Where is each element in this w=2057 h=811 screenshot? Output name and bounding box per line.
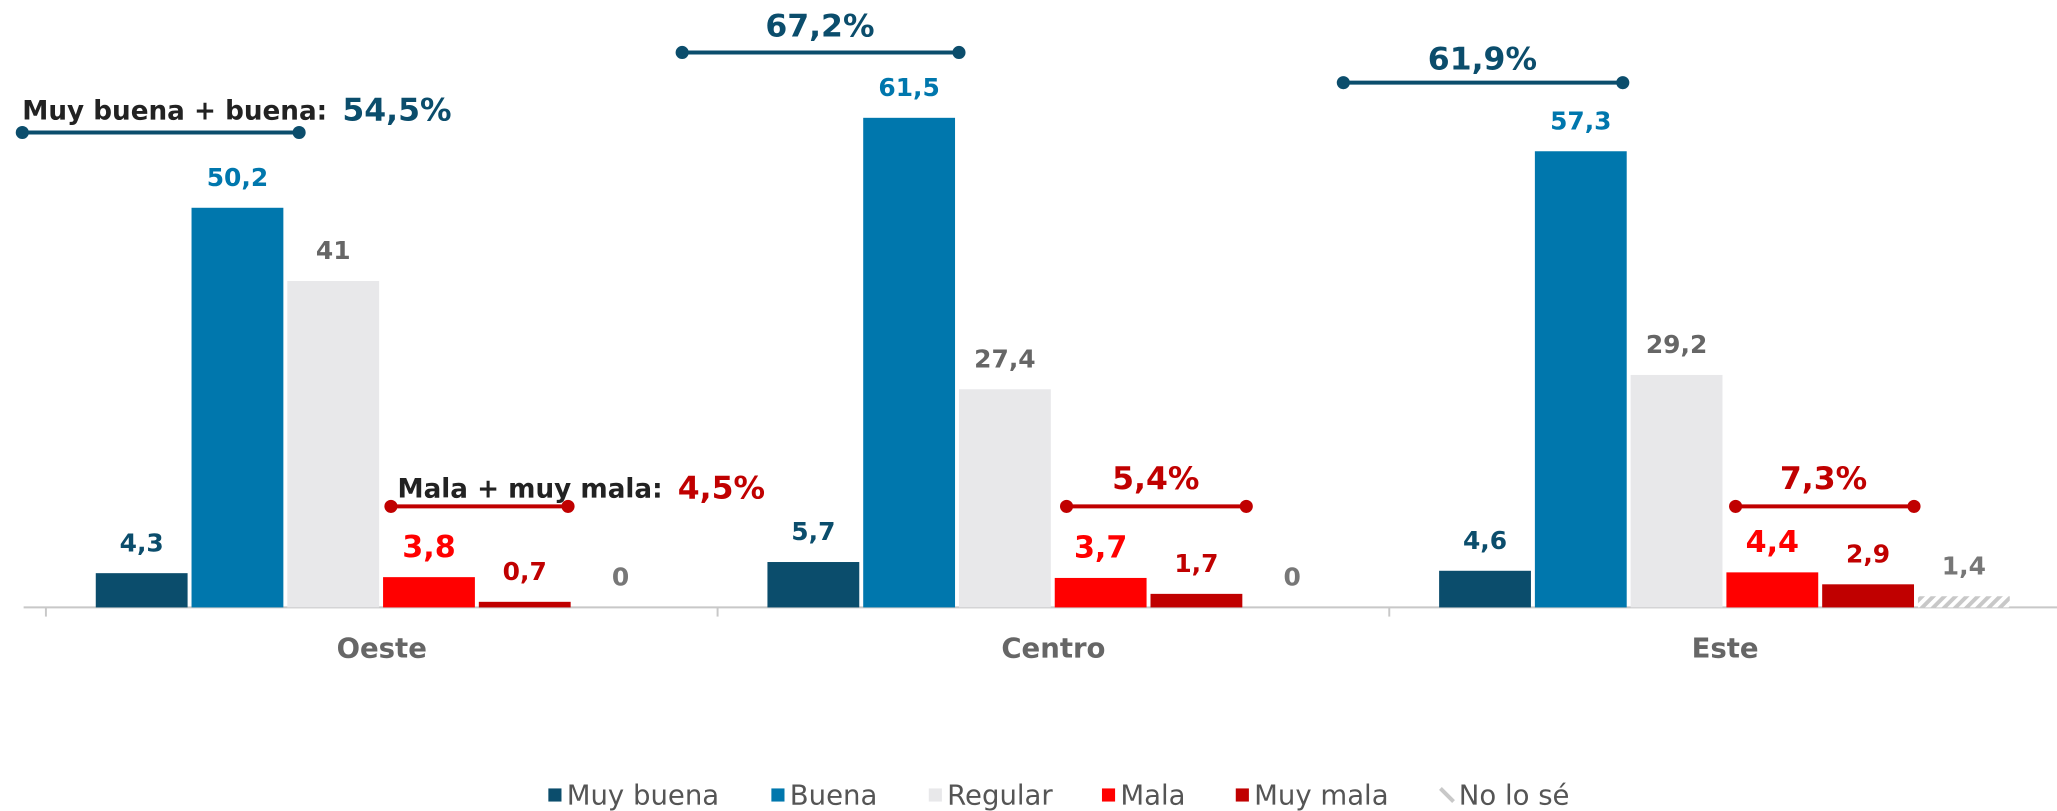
legend-label: Mala [1120, 779, 1185, 811]
annotation: 61,9% [1428, 41, 1537, 77]
bracket-end [1616, 76, 1630, 90]
bar [1534, 151, 1627, 608]
value-label: 50,2 [207, 163, 268, 192]
value-label: 2,9 [1846, 539, 1890, 568]
value-label: 0,7 [503, 557, 547, 586]
annotation: Muy buena + buena: 54,5% [22, 93, 451, 129]
value-label: 1,7 [1174, 549, 1218, 578]
annotation-value: 54,5% [342, 93, 451, 129]
value-label: 41 [316, 236, 351, 265]
value-label: 4,3 [120, 528, 164, 557]
legend-swatch [928, 788, 942, 802]
x-tick-label: Este [1692, 632, 1759, 664]
annotation: Mala + muy mala: 4,5% [397, 470, 765, 506]
annotation-value: 61,9% [1428, 41, 1537, 77]
legend-label: Buena [790, 779, 878, 811]
bracket-end [1336, 76, 1350, 90]
annotation-value: 5,4% [1112, 461, 1199, 497]
legend-swatch [771, 788, 785, 802]
value-label: 0 [612, 563, 629, 592]
legend-swatch [1439, 787, 1455, 803]
value-label: 61,5 [878, 73, 939, 102]
bracket-end [1907, 499, 1921, 513]
bar [1054, 577, 1147, 608]
value-label: 4,6 [1463, 526, 1507, 555]
bracket-end [384, 499, 398, 513]
bar [1822, 584, 1915, 608]
annotation-value: 7,3% [1780, 461, 1867, 497]
bracket-end [1729, 499, 1743, 513]
bracket-end [675, 45, 689, 60]
bar [958, 389, 1051, 608]
legend-label: Muy buena [567, 779, 719, 811]
bar [863, 117, 956, 608]
legend-swatch [548, 788, 562, 802]
x-tick-label: Centro [1001, 632, 1105, 664]
value-label: 29,2 [1646, 330, 1707, 359]
bar [191, 207, 284, 608]
value-label: 27,4 [974, 344, 1035, 373]
bar [1917, 596, 2010, 608]
bar [383, 577, 475, 608]
bracket-end [15, 125, 29, 140]
bracket-end [952, 45, 966, 60]
value-label: 3,8 [402, 530, 455, 565]
annotation: 7,3% [1780, 461, 1867, 497]
value-label: 4,4 [1746, 525, 1799, 560]
bar [1726, 572, 1819, 608]
legend-swatch [1101, 788, 1116, 802]
annotation-value: 67,2% [765, 9, 874, 45]
annotation-value: 4,5% [678, 470, 765, 506]
legend-label: Regular [947, 779, 1053, 811]
x-tick-label: Oeste [337, 632, 427, 664]
bar [767, 562, 860, 608]
bar [478, 601, 571, 608]
annotation-label: Muy buena + buena: [22, 96, 327, 126]
bar [95, 573, 188, 608]
legend-label: No lo sé [1459, 779, 1570, 811]
bracket-end [1059, 499, 1074, 513]
bar [287, 281, 380, 608]
annotation-gap [335, 99, 342, 123]
value-label: 0 [1284, 563, 1301, 592]
annotation-label: Mala + muy mala: [397, 474, 662, 504]
bracket-end [561, 499, 575, 513]
bar [1439, 570, 1531, 608]
annotation: 5,4% [1112, 461, 1199, 497]
legend-swatch [1235, 788, 1249, 802]
annotation: 67,2% [765, 9, 874, 45]
bracket-end [1239, 499, 1253, 513]
annotation-gap [670, 476, 677, 500]
bar [1150, 593, 1243, 608]
value-label: 57,3 [1550, 106, 1611, 135]
bracket-end [292, 125, 306, 140]
value-label: 1,4 [1942, 551, 1986, 580]
bar [1630, 374, 1723, 608]
legend-label: Muy mala [1254, 779, 1388, 811]
value-label: 3,7 [1074, 531, 1127, 566]
value-label: 5,7 [791, 517, 835, 546]
